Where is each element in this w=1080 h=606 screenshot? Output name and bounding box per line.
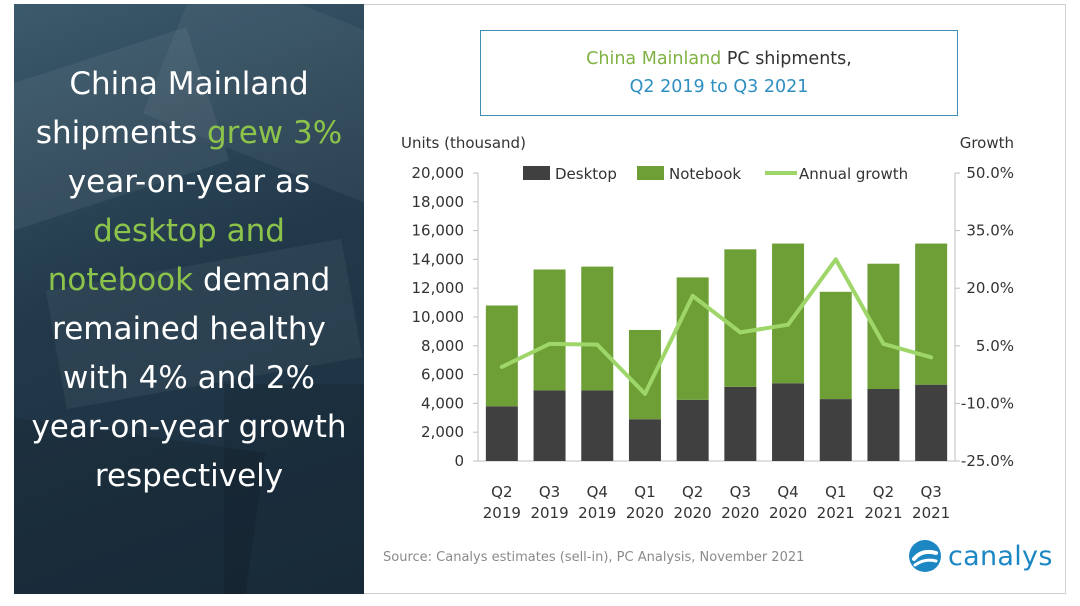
title-text: PC shipments, [721,49,852,69]
x-tick-label-quarter: Q3 [730,483,751,501]
title-region: China Mainland [586,49,722,69]
legend-swatch-notebook [637,166,664,180]
bar-desktop [867,389,900,461]
y2-tick-label: -10.0% [961,394,1014,412]
bar-desktop [819,399,852,461]
bar-desktop [772,383,805,461]
growth-point [738,330,743,335]
bar-notebook [581,266,614,391]
bar-notebook [915,243,948,385]
growth-point [690,293,695,298]
bar-desktop [915,384,948,461]
growth-line [500,257,932,396]
bar-desktop [628,419,661,461]
x-tick-label-quarter: Q2 [682,483,703,501]
x-tick-label-quarter: Q4 [777,483,798,501]
y-tick-label: 4,000 [421,394,464,412]
x-tick-label-quarter: Q2 [491,483,512,501]
y-tick-label: 20,000 [412,164,465,182]
x-tick-label-quarter: Q2 [873,483,894,501]
x-tick-label-year: 2021 [912,504,950,522]
bar-notebook [724,249,757,387]
legend-label-notebook: Notebook [669,165,741,183]
x-tick-label-quarter: Q3 [539,483,560,501]
y2-tick-label: 20.0% [966,279,1014,297]
title-date-range: Q2 2019 to Q3 2021 [629,77,809,97]
x-tick-label-year: 2020 [721,504,759,522]
growth-point [786,322,791,327]
growth-point [642,391,647,396]
bar-desktop [581,390,614,461]
y-tick-label: 6,000 [421,366,464,384]
legend-label-growth: Annual growth [799,165,908,183]
background-texture [14,4,364,594]
bar-desktop [676,399,709,461]
x-tick-label-year: 2021 [864,504,902,522]
bar-notebook [533,269,566,391]
y-tick-label: 14,000 [412,250,465,268]
y2-tick-label: 5.0% [976,337,1014,355]
x-tick-label-year: 2021 [817,504,855,522]
bar-desktop [485,406,518,461]
x-tick-label-year: 2019 [483,504,521,522]
y-axis-title: Units (thousand) [401,134,526,152]
y-tick-label: 8,000 [421,337,464,355]
bar-desktop [724,386,757,461]
x-tick-label-quarter: Q1 [825,483,846,501]
growth-point [929,355,934,360]
x-tick-label-quarter: Q4 [587,483,608,501]
headline-segment: demand remained healthy with 4% and 2% y… [31,262,347,494]
growth-point [499,364,504,369]
headline-highlight: grew 3% [206,115,343,151]
canalys-logo-text: canalys [948,540,1053,572]
growth-point [595,342,600,347]
canalys-logo: canalys [908,536,1053,576]
chart-title-box: China Mainland PC shipments, Q2 2019 to … [480,30,958,116]
x-tick-label-year: 2019 [578,504,616,522]
y-tick-label: 12,000 [412,279,465,297]
headline-segment: China Mainland shipments [35,66,309,151]
growth-point [833,257,838,262]
x-tick-label-year: 2020 [769,504,807,522]
y-tick-label: 2,000 [421,423,464,441]
x-tick-label-year: 2020 [674,504,712,522]
y-tick-label: 10,000 [412,308,465,326]
y2-tick-label: 35.0% [966,222,1014,240]
growth-point [547,341,552,346]
growth-point [881,341,886,346]
x-tick-label-year: 2019 [530,504,568,522]
bar-notebook [819,291,852,400]
y2-tick-label: 50.0% [966,164,1014,182]
legend-swatch-desktop [523,166,550,180]
y2-axis-title: Growth [960,134,1014,152]
headline-highlight: desktop and notebook [47,213,285,298]
bar-desktop [533,390,566,461]
bar-notebook [485,305,518,407]
x-tick-label-quarter: Q3 [920,483,941,501]
headline-text: China Mainland shipments grew 3% year-on… [22,60,356,501]
left-panel: China Mainland shipments grew 3% year-on… [14,4,364,594]
x-tick-label-year: 2020 [626,504,664,522]
legend-label-desktop: Desktop [555,165,617,183]
y-tick-label: 18,000 [412,193,465,211]
y2-tick-label: -25.0% [961,452,1014,470]
y-tick-label: 16,000 [412,222,465,240]
y-tick-label: 0 [454,452,464,470]
bar-notebook [772,243,805,384]
x-tick-label-quarter: Q1 [634,483,655,501]
headline-segment: year-on-year as [67,164,311,200]
source-note: Source: Canalys estimates (sell-in), PC … [383,550,805,565]
canalys-logo-icon [909,540,941,572]
